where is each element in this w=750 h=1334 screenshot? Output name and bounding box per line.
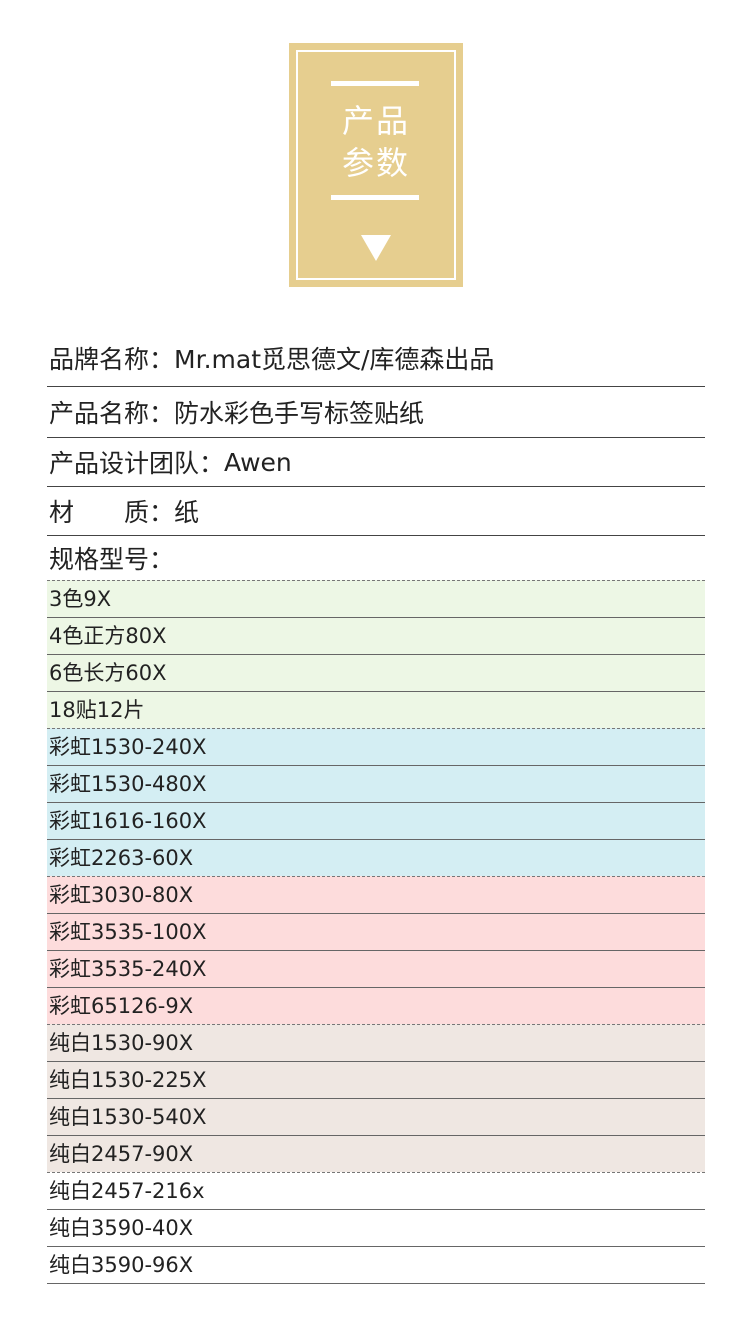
info-value: Awen bbox=[224, 447, 292, 477]
spec-row: 纯白2457-216x bbox=[47, 1172, 705, 1209]
badge-title-line2: 参数 bbox=[341, 144, 410, 182]
spec-bottom-divider bbox=[47, 1283, 705, 1284]
info-label: 规格型号： bbox=[49, 545, 175, 574]
product-params-badge: 产品 参数 bbox=[289, 43, 463, 287]
info-value: 防水彩色手写标签贴纸 bbox=[174, 399, 425, 428]
info-table: 品牌名称： Mr.mat觅思德文/库德森出品 产品名称： 防水彩色手写标签贴纸 产品… bbox=[47, 330, 705, 580]
spec-row: 3色9X bbox=[47, 580, 705, 617]
spec-row: 彩虹3535-240X bbox=[47, 950, 705, 987]
triangle-down-icon bbox=[361, 235, 391, 261]
info-row-material: 材 质：纸 bbox=[47, 487, 705, 536]
info-row-product: 产品名称： 防水彩色手写标签贴纸 bbox=[47, 387, 705, 438]
badge-border bbox=[296, 50, 456, 280]
info-label: 材 质： bbox=[49, 498, 175, 527]
spec-row: 纯白1530-540X bbox=[47, 1098, 705, 1135]
info-label: 品牌名称： bbox=[49, 345, 175, 374]
info-row-brand: 品牌名称： Mr.mat觅思德文/库德森出品 bbox=[47, 330, 705, 387]
spec-row: 纯白3590-96X bbox=[47, 1246, 705, 1283]
spec-row: 彩虹3030-80X bbox=[47, 876, 705, 913]
spec-row: 纯白1530-225X bbox=[47, 1061, 705, 1098]
badge-title-line1: 产品 bbox=[341, 102, 410, 140]
spec-list: 3色9X 4色正方80X 6色长方60X 18贴12片 彩虹1530-240X 彩虹153… bbox=[47, 580, 705, 1284]
spec-row: 彩虹1530-240X bbox=[47, 728, 705, 765]
info-row-spec: 规格型号： bbox=[47, 536, 705, 580]
info-label: 产品名称： bbox=[49, 399, 175, 428]
spec-row: 彩虹2263-60X bbox=[47, 839, 705, 876]
info-value: Mr.mat觅思德文/库德森出品 bbox=[174, 345, 495, 374]
info-value: 纸 bbox=[174, 498, 200, 527]
spec-row: 彩虹1530-480X bbox=[47, 765, 705, 802]
spec-row: 纯白2457-90X bbox=[47, 1135, 705, 1172]
spec-row: 彩虹1616-160X bbox=[47, 802, 705, 839]
badge-title: 产品 参数 bbox=[289, 100, 463, 184]
spec-row: 4色正方80X bbox=[47, 617, 705, 654]
spec-row: 6色长方60X bbox=[47, 654, 705, 691]
badge-bottom-bar bbox=[331, 195, 419, 200]
spec-row: 纯白1530-90X bbox=[47, 1024, 705, 1061]
spec-row: 纯白3590-40X bbox=[47, 1209, 705, 1246]
spec-row: 18贴12片 bbox=[47, 691, 705, 728]
badge-top-bar bbox=[331, 81, 419, 86]
spec-row: 彩虹3535-100X bbox=[47, 913, 705, 950]
info-label: 产品设计团队： bbox=[49, 449, 225, 478]
spec-row: 彩虹65126-9X bbox=[47, 987, 705, 1024]
info-row-team: 产品设计团队： Awen bbox=[47, 438, 705, 487]
